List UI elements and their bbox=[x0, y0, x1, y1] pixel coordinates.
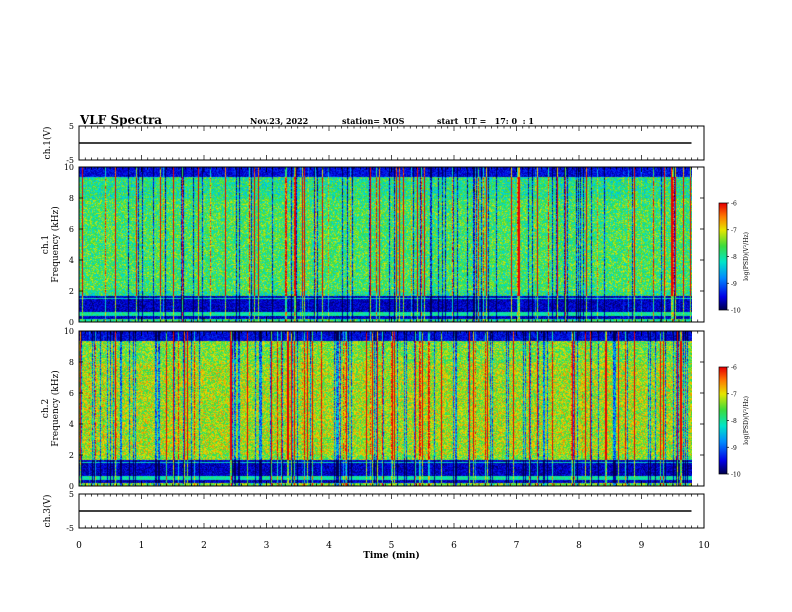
colorbar-label: log(PSD)(V²/Hz) bbox=[743, 232, 750, 281]
panel-3 bbox=[78, 330, 729, 487]
y-tick-label: 2 bbox=[69, 287, 74, 296]
y-tick-label: 4 bbox=[69, 420, 74, 429]
x-tick-label: 4 bbox=[326, 541, 332, 551]
spectrogram-ch2 bbox=[79, 331, 692, 486]
colorbar-tick-label: -8 bbox=[731, 418, 737, 425]
colorbar-tick-label: -10 bbox=[731, 308, 741, 315]
x-tick-label: 1 bbox=[139, 541, 145, 551]
y-tick-label: 8 bbox=[69, 194, 74, 203]
y-tick-label: 8 bbox=[69, 358, 74, 367]
figure-start-time: start UT = 17: 0 : 1 bbox=[437, 116, 534, 126]
x-tick-label: 8 bbox=[576, 541, 582, 551]
y-axis-label: ch.2 bbox=[41, 399, 51, 418]
y-tick-label: -5 bbox=[66, 156, 74, 165]
x-tick-label: 0 bbox=[76, 541, 82, 551]
colorbar-tick-label: -7 bbox=[731, 227, 737, 234]
y-tick-label: 0 bbox=[69, 318, 74, 327]
colorbar-tick-label: -9 bbox=[731, 445, 737, 452]
y-tick-label: 5 bbox=[69, 490, 74, 499]
colorbar-tick-label: -6 bbox=[731, 201, 737, 208]
x-tick-label: 5 bbox=[389, 541, 395, 551]
figure-station: station= MOS bbox=[342, 116, 405, 126]
y-tick-label: 4 bbox=[69, 256, 74, 265]
colorbar-tick-label: -8 bbox=[731, 254, 737, 261]
colorbar-tick-label: -9 bbox=[731, 281, 737, 288]
y-axis-label: Frequency (kHz) bbox=[50, 370, 61, 447]
x-tick-label: 3 bbox=[264, 541, 270, 551]
x-tick-label: 2 bbox=[201, 541, 207, 551]
spectrogram-ch1 bbox=[79, 167, 692, 322]
colorbar bbox=[719, 367, 727, 474]
y-tick-label: 6 bbox=[69, 389, 74, 398]
y-axis-label: ch.1 bbox=[41, 235, 51, 254]
y-tick-label: 0 bbox=[69, 482, 74, 491]
y-axis-label: Frequency (kHz) bbox=[50, 206, 61, 283]
y-tick-label: -5 bbox=[66, 524, 74, 533]
y-tick-label: 10 bbox=[64, 163, 74, 172]
y-tick-label: 10 bbox=[64, 327, 74, 336]
y-tick-label: 5 bbox=[69, 122, 74, 131]
figure-date: Nov.23, 2022 bbox=[250, 116, 309, 126]
colorbar-label: log(PSD)(V²/Hz) bbox=[743, 396, 750, 445]
x-axis-label: Time (min) bbox=[363, 550, 420, 561]
colorbar bbox=[719, 203, 727, 310]
y-axis-label: ch.1(V) bbox=[42, 127, 53, 160]
figure-title: VLF Spectra bbox=[80, 113, 163, 127]
colorbar-tick-label: -10 bbox=[731, 472, 741, 479]
panel-2 bbox=[78, 166, 729, 323]
panel-1 bbox=[78, 125, 705, 161]
y-tick-label: 2 bbox=[69, 451, 74, 460]
x-tick-label: 9 bbox=[639, 541, 645, 551]
x-tick-label: 6 bbox=[451, 541, 457, 551]
colorbar-tick-label: -6 bbox=[731, 365, 737, 372]
x-tick-label: 7 bbox=[514, 541, 520, 551]
colorbar-tick-label: -7 bbox=[731, 391, 737, 398]
panel-4 bbox=[78, 493, 705, 529]
x-tick-label: 10 bbox=[698, 541, 710, 551]
y-axis-label: ch.3(V) bbox=[42, 495, 53, 528]
y-tick-label: 6 bbox=[69, 225, 74, 234]
